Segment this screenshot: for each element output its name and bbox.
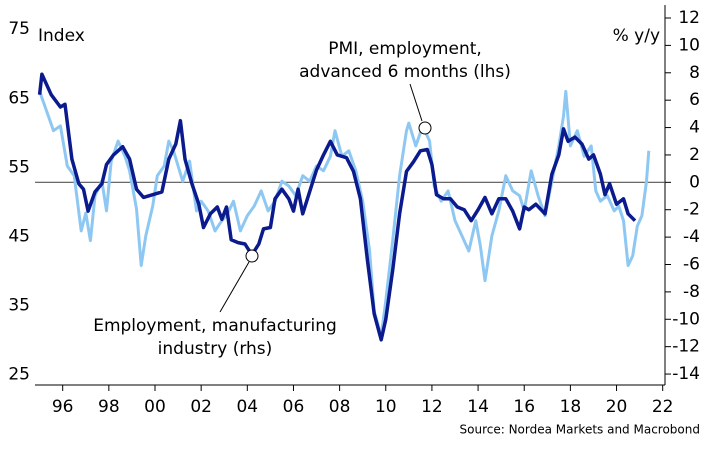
y-tick-label: 55 [8,157,30,177]
source: Source: Nordea Markets and Macrobond [460,423,701,437]
x-tick-label: 08 [329,397,351,417]
x-tick-label: 18 [560,397,582,417]
y-tick-label: 25 [8,365,30,385]
left-axis-label: Index [38,26,85,46]
leader-line [409,83,423,122]
y-tick-label: 75 [8,19,30,39]
annotation: industry (rhs) [158,339,273,359]
x-tick-label: 20 [606,397,628,417]
x-tick-label: 96 [52,397,74,417]
y2-tick-label: 12 [678,8,700,28]
y2-tick-label: -6 [683,254,700,274]
series-line [38,89,651,338]
y2-tick-label: -4 [683,227,700,247]
x-tick-label: 12 [421,397,443,417]
series-line [37,72,637,342]
y2-tick-label: -10 [672,309,700,329]
y2-tick-label: 6 [689,90,700,110]
x-tick-label: 00 [144,397,166,417]
right-axis-label: % y/y [613,26,660,46]
y-tick-label: 35 [8,296,30,316]
x-tick-label: 98 [98,397,120,417]
leader-line [219,261,250,313]
x-tick-label: 22 [652,397,674,417]
y2-tick-label: 0 [689,172,700,192]
x-tick-label: 14 [467,397,489,417]
annotation-marker [245,249,259,263]
x-tick-label: 16 [513,397,535,417]
x-tick-label: 10 [375,397,397,417]
y2-tick-label: -2 [683,200,700,220]
y2-tick-label: 10 [678,35,700,55]
y-tick-label: 65 [8,88,30,108]
annotation: PMI, employment, [328,39,482,59]
y2-tick-label: 2 [689,145,700,165]
x-tick-label: 02 [190,397,212,417]
y2-tick-label: -8 [683,282,700,302]
annotation-marker [418,121,432,135]
y2-tick-label: 8 [689,63,700,83]
y2-tick-label: -12 [672,337,700,357]
x-tick-label: 04 [236,397,258,417]
y-tick-label: 45 [8,226,30,246]
y2-tick-label: -14 [672,364,700,384]
x-tick-label: 06 [283,397,305,417]
annotation: Employment, manufacturing [93,316,337,336]
annotation: advanced 6 months (lhs) [299,62,511,82]
y2-tick-label: 4 [689,118,700,138]
